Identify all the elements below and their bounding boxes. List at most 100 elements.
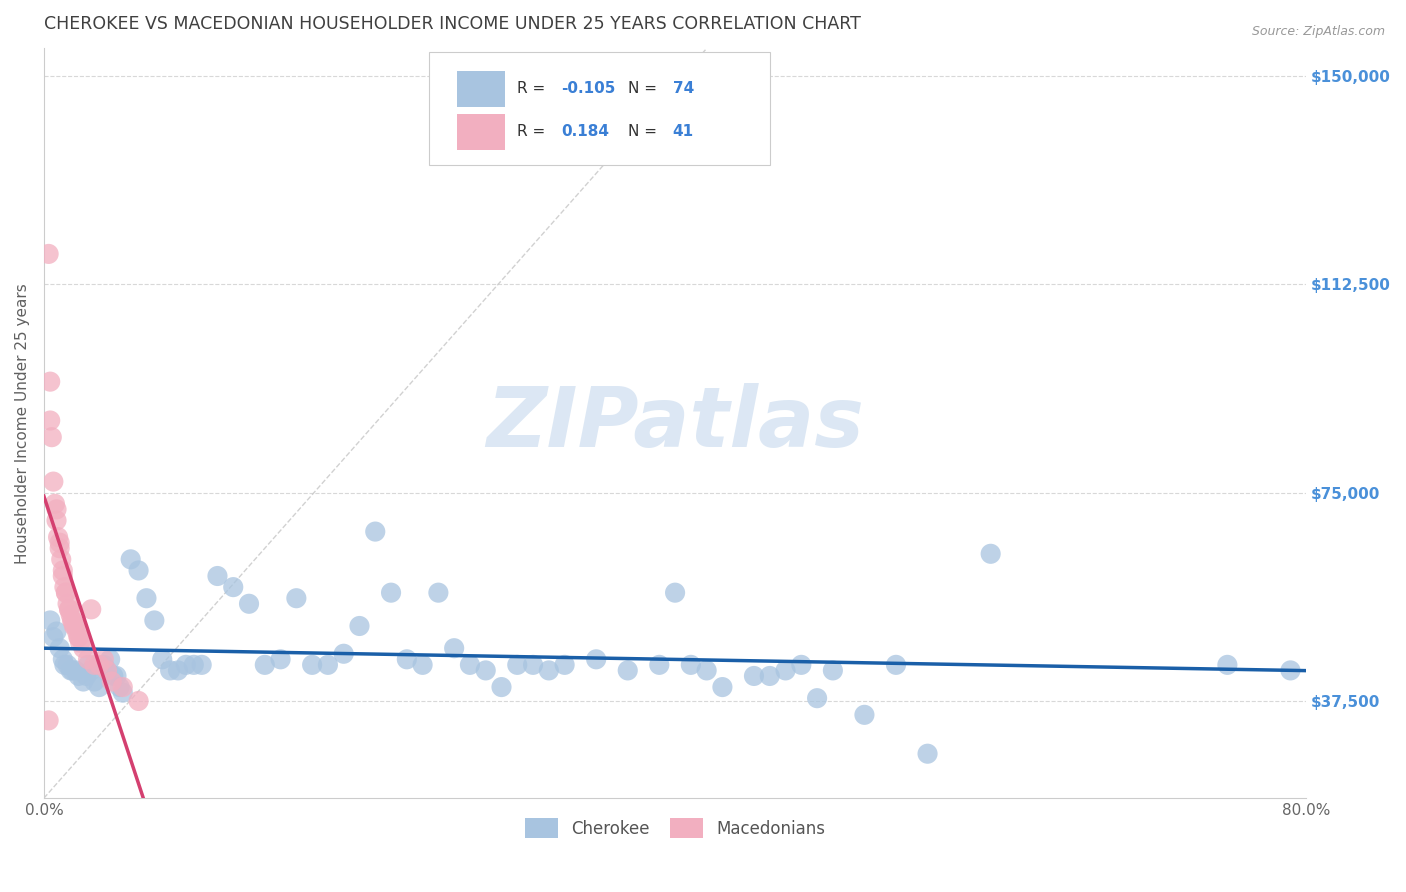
Point	[207, 569, 229, 583]
Point	[65, 619, 87, 633]
Point	[111, 685, 134, 699]
Point	[758, 669, 780, 683]
Text: 0.184: 0.184	[561, 124, 609, 139]
Point	[56, 597, 79, 611]
Point	[65, 619, 87, 633]
Legend: Cherokee, Macedonians: Cherokee, Macedonians	[516, 810, 834, 846]
Point	[44, 497, 66, 511]
Point	[38, 247, 60, 261]
Point	[253, 657, 276, 672]
Point	[39, 614, 62, 628]
FancyBboxPatch shape	[457, 113, 505, 150]
Point	[52, 564, 75, 578]
Text: Source: ZipAtlas.com: Source: ZipAtlas.com	[1251, 25, 1385, 38]
Point	[60, 614, 83, 628]
Point	[67, 669, 90, 683]
Point	[59, 607, 82, 622]
Point	[443, 641, 465, 656]
Point	[150, 652, 173, 666]
Point	[120, 552, 142, 566]
Point	[491, 680, 513, 694]
Point	[60, 614, 83, 628]
Point	[143, 614, 166, 628]
Point	[55, 585, 77, 599]
Point	[93, 657, 115, 672]
Point	[159, 664, 181, 678]
Point	[522, 657, 544, 672]
Point	[554, 657, 576, 672]
Text: ZIPatlas: ZIPatlas	[486, 383, 865, 464]
Point	[87, 657, 110, 672]
Point	[790, 657, 813, 672]
Point	[96, 664, 118, 678]
Text: R =: R =	[517, 124, 550, 139]
Point	[108, 680, 131, 694]
Point	[222, 580, 245, 594]
Point	[63, 619, 86, 633]
Text: CHEROKEE VS MACEDONIAN HOUSEHOLDER INCOME UNDER 25 YEARS CORRELATION CHART: CHEROKEE VS MACEDONIAN HOUSEHOLDER INCOM…	[44, 15, 860, 33]
Point	[648, 657, 671, 672]
Point	[83, 657, 105, 672]
Point	[349, 619, 371, 633]
Point	[427, 585, 450, 599]
Point	[616, 664, 638, 678]
Text: 74: 74	[672, 81, 693, 96]
Point	[69, 635, 91, 649]
Point	[806, 691, 828, 706]
Point	[76, 669, 98, 683]
Point	[316, 657, 339, 672]
Point	[190, 657, 212, 672]
Point	[45, 502, 67, 516]
Point	[66, 624, 89, 639]
Point	[39, 413, 62, 427]
Point	[174, 657, 197, 672]
Point	[38, 714, 60, 728]
Point	[167, 664, 190, 678]
Point	[711, 680, 734, 694]
Point	[77, 652, 100, 666]
Point	[103, 669, 125, 683]
Point	[58, 602, 80, 616]
Point	[53, 657, 76, 672]
Point	[42, 630, 65, 644]
Text: N =: N =	[628, 81, 662, 96]
Point	[53, 580, 76, 594]
Point	[77, 657, 100, 672]
FancyBboxPatch shape	[457, 71, 505, 107]
Point	[742, 669, 765, 683]
Point	[58, 602, 80, 616]
Point	[506, 657, 529, 672]
Point	[183, 657, 205, 672]
Point	[105, 669, 128, 683]
Point	[48, 641, 70, 656]
FancyBboxPatch shape	[429, 53, 769, 165]
Text: R =: R =	[517, 81, 550, 96]
Y-axis label: Householder Income Under 25 years: Householder Income Under 25 years	[15, 283, 30, 564]
Point	[917, 747, 939, 761]
Text: 41: 41	[672, 124, 693, 139]
Point	[80, 664, 103, 678]
Point	[56, 657, 79, 672]
Point	[48, 535, 70, 549]
Point	[65, 664, 87, 678]
Point	[301, 657, 323, 672]
Point	[98, 652, 121, 666]
Point	[474, 664, 496, 678]
Point	[1279, 664, 1302, 678]
Point	[585, 652, 607, 666]
Point	[52, 652, 75, 666]
Point	[128, 564, 150, 578]
Point	[60, 664, 83, 678]
Point	[67, 630, 90, 644]
Point	[87, 680, 110, 694]
Point	[135, 591, 157, 606]
Point	[41, 430, 63, 444]
Point	[412, 657, 434, 672]
Point	[52, 569, 75, 583]
Point	[55, 585, 77, 599]
Point	[93, 652, 115, 666]
Point	[696, 664, 718, 678]
Text: -0.105: -0.105	[561, 81, 616, 96]
Point	[853, 707, 876, 722]
Point	[884, 657, 907, 672]
